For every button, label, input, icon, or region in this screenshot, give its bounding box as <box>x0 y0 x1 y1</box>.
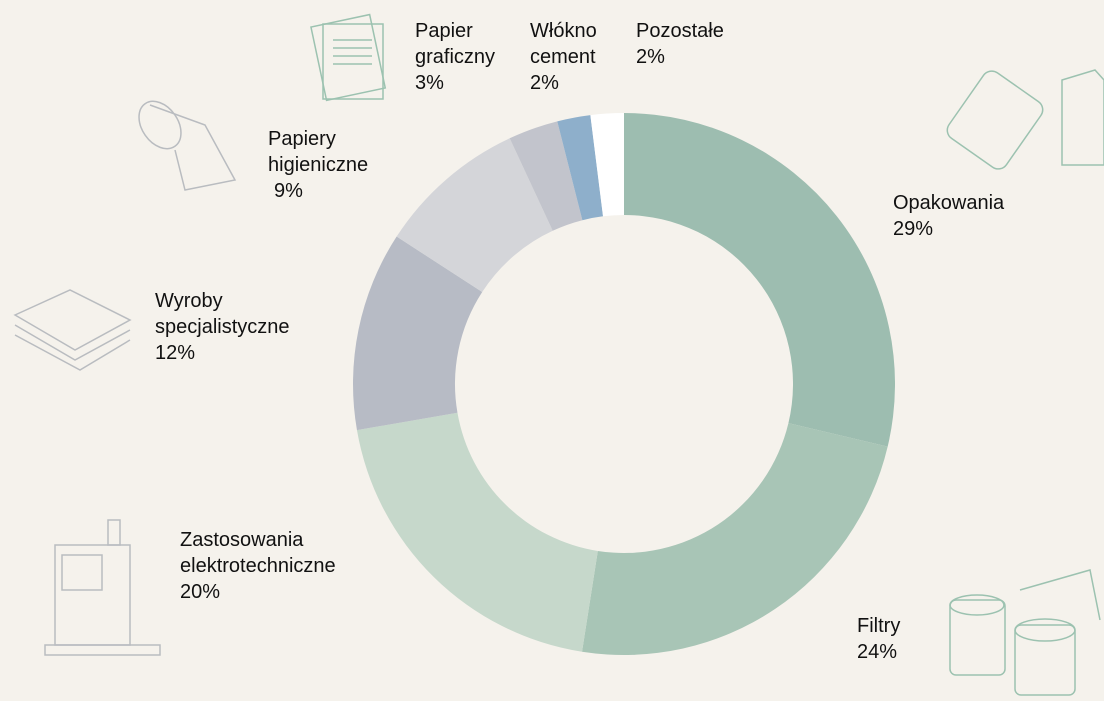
value-label: 9% <box>268 178 368 204</box>
value-label: 24% <box>857 639 900 665</box>
chart: Opakowania29% Filtry24% Zastosowania elekt… <box>0 0 1104 701</box>
icon-device <box>45 520 160 655</box>
category-label: Filtry <box>857 613 900 639</box>
category-label: Papiery higieniczne <box>268 126 368 178</box>
donut-segment <box>357 413 598 652</box>
category-label: Papier graficzny <box>415 18 495 70</box>
value-label: 20% <box>180 579 336 605</box>
category-label: Włókno cement <box>530 18 597 70</box>
donut-segment <box>624 113 895 447</box>
category-label: Zastosowania elektrotechniczne <box>180 527 336 579</box>
value-label: 12% <box>155 340 290 366</box>
icon-roll <box>130 93 235 190</box>
value-label: 3% <box>415 70 495 96</box>
category-label: Wyroby specjalistyczne <box>155 288 290 340</box>
icon-sheets <box>15 290 130 370</box>
donut-segment <box>582 423 888 655</box>
value-label: 29% <box>893 216 1004 242</box>
category-label: Pozostałe <box>636 18 724 44</box>
category-label: Opakowania <box>893 190 1004 216</box>
value-label: 2% <box>530 70 597 96</box>
icon-paper <box>311 15 385 101</box>
value-label: 2% <box>636 44 724 70</box>
icon-box <box>943 67 1104 173</box>
icon-filters <box>950 570 1100 695</box>
